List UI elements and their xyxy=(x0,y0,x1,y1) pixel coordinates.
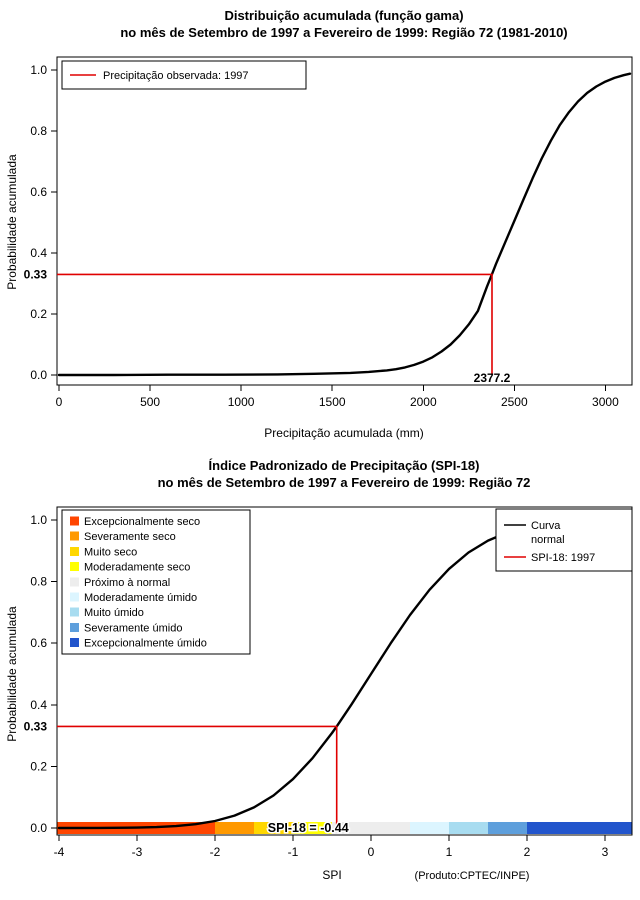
x-tick-label: -4 xyxy=(54,845,65,859)
y-tick-label: 0.0 xyxy=(30,368,47,382)
y-tick-label: 1.0 xyxy=(30,63,47,77)
y-tick-label: 1.0 xyxy=(30,513,47,527)
y-tick-label: 0.6 xyxy=(30,636,47,650)
probability-marker-label: 0.33 xyxy=(24,267,48,281)
top-plot-area: 0 500 1000 1500 2000 2500 3000 0.0 0.2 0.4 0.6 0.8 1… xyxy=(30,56,633,409)
cdf-curve xyxy=(57,72,632,377)
legend-category-swatch-icon xyxy=(70,607,79,617)
y-tick-label: 0.4 xyxy=(30,246,47,260)
legend-category-label: Muito úmido xyxy=(84,607,144,619)
legend-category-swatch-icon xyxy=(70,638,79,648)
x-tick-label: 1500 xyxy=(319,395,346,409)
y-tick-label: 0.2 xyxy=(30,307,47,321)
legend-category-swatch-icon xyxy=(70,622,79,632)
spi-bar-segment xyxy=(254,822,293,834)
x-tick-label: 0 xyxy=(368,845,375,859)
product-credit: (Produto:CPTEC/INPE) xyxy=(415,870,530,882)
precipitation-marker-label: 2377.2 xyxy=(474,371,511,385)
top-y-axis-title: Probabilidade acumulada xyxy=(5,154,19,290)
legend-observed-label: Precipitação observada: 1997 xyxy=(103,70,249,82)
y-tick-label: 0.6 xyxy=(30,185,47,199)
x-tick-label: 1 xyxy=(446,845,453,859)
curve-legend: Curva normal SPI-18: 1997 xyxy=(495,508,633,572)
y-tick-label: 0.4 xyxy=(30,698,47,712)
spi-marker-label: SPI-18 = -0.44 xyxy=(268,821,349,835)
legend-category-swatch-icon xyxy=(70,592,79,602)
x-tick-label: -1 xyxy=(288,845,299,859)
marker-line xyxy=(57,273,493,375)
bottom-chart-title-line2: no mês de Setembro de 1997 a Fevereiro d… xyxy=(158,475,531,490)
legend-category-swatch-icon xyxy=(70,531,79,541)
legend-category-label: Severamente úmido xyxy=(84,622,182,634)
x-tick-label: 3000 xyxy=(592,395,619,409)
plot-box xyxy=(56,56,633,386)
spi-bar-segment xyxy=(488,822,527,834)
x-tick-label: -3 xyxy=(132,845,143,859)
legend-spi-label: SPI-18: 1997 xyxy=(531,552,595,564)
y-tick-label: 0.8 xyxy=(30,575,47,589)
y-tick-label: 0.2 xyxy=(30,759,47,773)
top-x-axis-title: Precipitação acumulada (mm) xyxy=(264,426,423,440)
legend-category-swatch-icon xyxy=(70,562,79,572)
legend-category-swatch-icon xyxy=(70,577,79,587)
legend-curve-label-line1: Curva xyxy=(531,520,561,532)
legend-box xyxy=(495,508,633,572)
legend-category-label: Severamente seco xyxy=(84,531,176,543)
bottom-chart: Índice Padronizado de Precipitação (SPI-… xyxy=(5,458,633,882)
marker-line xyxy=(57,725,338,828)
legend-category-label: Muito seco xyxy=(84,546,137,558)
spi-bar-segment xyxy=(527,822,632,834)
legend-category-swatch-icon xyxy=(70,516,79,526)
spi-bar-segment xyxy=(410,822,449,834)
y-tick-label: 0.0 xyxy=(30,821,47,835)
bottom-x-axis-title: SPI xyxy=(322,868,341,882)
legend-category-swatch-icon xyxy=(70,546,79,556)
spi-bar-segment xyxy=(293,822,332,834)
legend-category-label: Moderadamente seco xyxy=(84,562,190,574)
legend-category-label: Moderadamente úmido xyxy=(84,592,197,604)
legend-category-label: Excepcionalmente úmido xyxy=(84,638,207,650)
legend-box xyxy=(61,509,251,655)
top-chart: Distribuição acumulada (função gama) no … xyxy=(5,8,633,440)
x-tick-label: 500 xyxy=(140,395,160,409)
bottom-y-axis-title: Probabilidade acumulada xyxy=(5,606,19,742)
x-tick-label: 1000 xyxy=(228,395,255,409)
top-legend: Precipitação observada: 1997 xyxy=(61,60,307,90)
legend-category-label: Excepcionalmente seco xyxy=(84,516,200,528)
top-chart-title-line2: no mês de Setembro de 1997 a Fevereiro d… xyxy=(120,25,567,40)
spi-bar-segment xyxy=(449,822,488,834)
spi-category-legend: Excepcionalmente seco Severamente seco Mui… xyxy=(61,509,251,655)
plot-box xyxy=(56,506,633,836)
x-tick-label: -2 xyxy=(210,845,221,859)
x-tick-label: 2 xyxy=(524,845,531,859)
x-tick-label: 0 xyxy=(56,395,63,409)
x-tick-label: 2000 xyxy=(410,395,437,409)
probability-marker-label: 0.33 xyxy=(24,719,48,733)
top-chart-title-line1: Distribuição acumulada (função gama) xyxy=(224,8,463,23)
spi-bar-segment xyxy=(215,822,254,834)
x-tick-label: 3 xyxy=(602,845,609,859)
bottom-chart-title-line1: Índice Padronizado de Precipitação (SPI-… xyxy=(209,458,480,473)
y-tick-label: 0.8 xyxy=(30,124,47,138)
x-tick-label: 2500 xyxy=(501,395,528,409)
spi-bar-segment xyxy=(332,822,410,834)
legend-curve-label-line2: normal xyxy=(531,534,565,546)
legend-category-label: Próximo à normal xyxy=(84,577,170,589)
legend-box xyxy=(61,60,307,90)
